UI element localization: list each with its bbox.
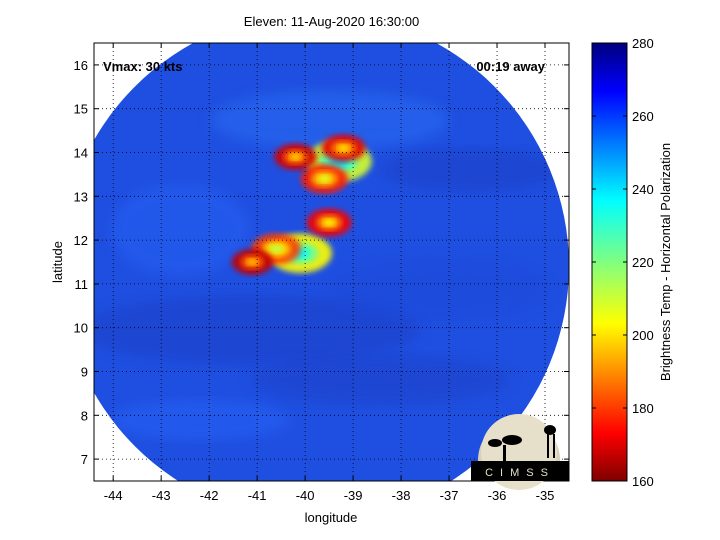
- cimss-logo: CIMSS: [471, 414, 569, 490]
- colorbar-tick-label: 160: [632, 474, 654, 489]
- x-tick-label: -41: [248, 488, 267, 503]
- axes-box: [93, 42, 570, 482]
- x-tick-label: -37: [440, 488, 459, 503]
- x-tick-label: -44: [104, 488, 123, 503]
- y-tick-label: 9: [81, 365, 88, 380]
- x-tick-label: -38: [392, 488, 411, 503]
- colorbar-tick-label: 240: [632, 182, 654, 197]
- colorbar-tick-label: 220: [632, 255, 654, 270]
- y-tick-label: 7: [81, 452, 88, 467]
- x-tick-label: -39: [344, 488, 363, 503]
- y-tick-label: 13: [74, 189, 88, 204]
- x-tick-label: -43: [152, 488, 171, 503]
- colorbar-ticks: 160 180 200 220 240 260 280: [592, 36, 654, 489]
- x-tick-label: -36: [488, 488, 507, 503]
- y-tick-label: 15: [74, 102, 88, 117]
- convective-cells: [231, 134, 372, 275]
- y-tick-label: 12: [74, 233, 88, 248]
- x-tick-label: -35: [536, 488, 555, 503]
- x-tick-label: -42: [200, 488, 219, 503]
- y-axis-ticks: 7 8 9 10 11 12 13 14 15 16: [74, 58, 569, 467]
- cell-peak: [322, 218, 336, 227]
- colorbar-tick-label: 260: [632, 109, 654, 124]
- logo-text: CIMSS: [485, 467, 555, 479]
- colorbar-tick-label: 200: [632, 328, 654, 343]
- colorbar: [591, 42, 628, 482]
- vmax-annotation: Vmax: 30 kts: [103, 59, 183, 74]
- y-axis-label: latitude: [50, 241, 65, 283]
- y-tick-label: 10: [74, 321, 88, 336]
- x-axis-label: longitude: [305, 510, 358, 525]
- cell-peak: [246, 258, 259, 266]
- y-tick-label: 11: [75, 277, 89, 292]
- x-axis-ticks: -44 -43 -42 -41 -40 -39 -38 -37 -36 -35: [104, 43, 555, 503]
- y-tick-label: 14: [74, 146, 88, 161]
- colorbar-tick-label: 180: [632, 401, 654, 416]
- chart-title: Eleven: 11-Aug-2020 16:30:00: [243, 14, 420, 29]
- cell-peak: [269, 244, 284, 254]
- colorbar-label: Brightness Temp - Horizontal Polarizatio…: [658, 143, 673, 381]
- cell-peak: [337, 144, 350, 152]
- y-tick-label: 8: [81, 408, 88, 423]
- x-tick-label: -40: [296, 488, 315, 503]
- time-away-annotation: 00:19 away: [476, 59, 545, 74]
- y-tick-label: 16: [74, 58, 88, 73]
- cell-peak: [289, 153, 302, 161]
- swath-texture: [94, 90, 560, 440]
- colorbar-tick-label: 280: [632, 36, 654, 51]
- cell-peak: [317, 174, 331, 183]
